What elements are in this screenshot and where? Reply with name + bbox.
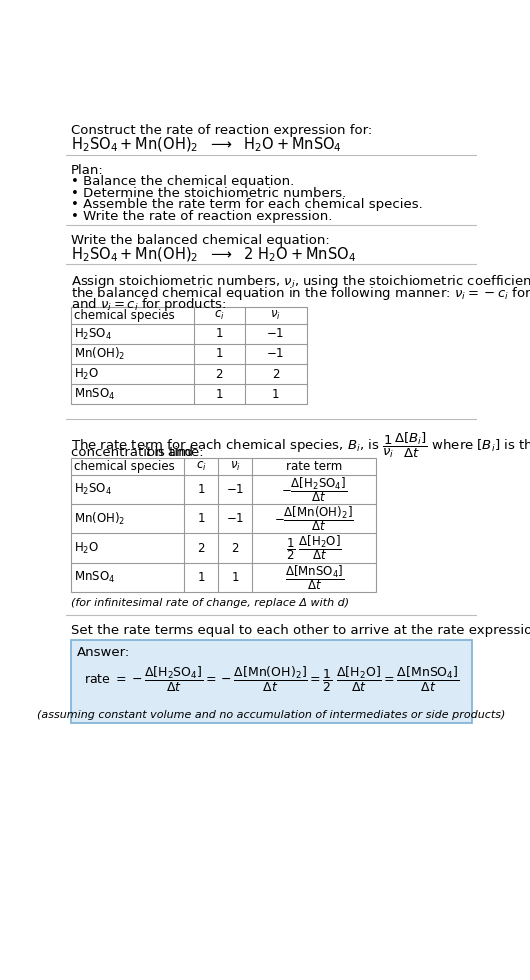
- Text: $t$: $t$: [145, 446, 152, 459]
- Text: • Assemble the rate term for each chemical species.: • Assemble the rate term for each chemic…: [71, 198, 422, 212]
- Text: $\mathrm{MnSO_4}$: $\mathrm{MnSO_4}$: [74, 386, 115, 402]
- Text: $\dfrac{1}{2}\ \dfrac{\Delta[\mathrm{H_2O}]}{\Delta t}$: $\dfrac{1}{2}\ \dfrac{\Delta[\mathrm{H_2…: [286, 534, 342, 563]
- Text: Answer:: Answer:: [77, 646, 130, 659]
- Text: • Write the rate of reaction expression.: • Write the rate of reaction expression.: [71, 210, 332, 223]
- Text: 1: 1: [197, 570, 205, 584]
- Text: The rate term for each chemical species, $B_i$, is $\dfrac{1}{\nu_i}\dfrac{\Delt: The rate term for each chemical species,…: [71, 430, 530, 460]
- Text: $\mathrm{H_2SO_4 + Mn(OH)_2\ \ \longrightarrow\ \ 2\ H_2O + MnSO_4}$: $\mathrm{H_2SO_4 + Mn(OH)_2\ \ \longrigh…: [71, 245, 356, 264]
- Text: $\mathrm{H_2SO_4 + Mn(OH)_2\ \ \longrightarrow\ \ H_2O + MnSO_4}$: $\mathrm{H_2SO_4 + Mn(OH)_2\ \ \longrigh…: [71, 136, 342, 155]
- Text: 2: 2: [197, 542, 205, 555]
- Text: $\nu_i$: $\nu_i$: [270, 309, 281, 322]
- Bar: [71, 640, 472, 723]
- Text: $-1$: $-1$: [267, 327, 285, 340]
- Text: 1: 1: [197, 483, 205, 496]
- Text: Plan:: Plan:: [71, 164, 104, 176]
- Text: concentration and: concentration and: [71, 446, 197, 459]
- Text: Write the balanced chemical equation:: Write the balanced chemical equation:: [71, 234, 330, 247]
- Text: Construct the rate of reaction expression for:: Construct the rate of reaction expressio…: [71, 123, 372, 137]
- Text: $\mathrm{H_2SO_4}$: $\mathrm{H_2SO_4}$: [74, 482, 112, 497]
- Text: $\mathrm{Mn(OH)_2}$: $\mathrm{Mn(OH)_2}$: [74, 511, 126, 527]
- Text: $-\dfrac{\Delta[\mathrm{Mn(OH)_2}]}{\Delta t}$: $-\dfrac{\Delta[\mathrm{Mn(OH)_2}]}{\Del…: [275, 505, 354, 533]
- Text: (assuming constant volume and no accumulation of intermediates or side products): (assuming constant volume and no accumul…: [38, 710, 506, 720]
- Text: rate $= -\dfrac{\Delta[\mathrm{H_2SO_4}]}{\Delta t}= -\dfrac{\Delta[\mathrm{Mn(O: rate $= -\dfrac{\Delta[\mathrm{H_2SO_4}]…: [84, 665, 460, 694]
- Text: 2: 2: [216, 368, 223, 380]
- Text: 2: 2: [232, 542, 239, 555]
- Text: 1: 1: [232, 570, 239, 584]
- Text: $-1$: $-1$: [226, 483, 244, 496]
- Bar: [71, 307, 306, 404]
- Text: (for infinitesimal rate of change, replace Δ with d): (for infinitesimal rate of change, repla…: [71, 598, 349, 608]
- Text: $\mathrm{Mn(OH)_2}$: $\mathrm{Mn(OH)_2}$: [74, 346, 126, 362]
- Text: $\mathrm{H_2O}$: $\mathrm{H_2O}$: [74, 367, 99, 381]
- Text: $-\dfrac{\Delta[\mathrm{H_2SO_4}]}{\Delta t}$: $-\dfrac{\Delta[\mathrm{H_2SO_4}]}{\Delt…: [281, 475, 347, 504]
- Text: $\nu_i$: $\nu_i$: [230, 460, 241, 473]
- Text: Assign stoichiometric numbers, $\nu_i$, using the stoichiometric coefficients, $: Assign stoichiometric numbers, $\nu_i$, …: [71, 273, 530, 290]
- Text: $\mathrm{H_2SO_4}$: $\mathrm{H_2SO_4}$: [74, 326, 112, 341]
- Text: 1: 1: [216, 387, 223, 401]
- Text: 2: 2: [272, 368, 279, 380]
- Text: 1: 1: [216, 348, 223, 361]
- Text: and $\nu_i = c_i$ for products:: and $\nu_i = c_i$ for products:: [71, 296, 226, 314]
- Text: $\mathrm{H_2O}$: $\mathrm{H_2O}$: [74, 541, 99, 556]
- Text: chemical species: chemical species: [74, 309, 175, 322]
- Text: $\mathrm{MnSO_4}$: $\mathrm{MnSO_4}$: [74, 569, 115, 585]
- Text: $\dfrac{\Delta[\mathrm{MnSO_4}]}{\Delta t}$: $\dfrac{\Delta[\mathrm{MnSO_4}]}{\Delta …: [285, 563, 344, 592]
- Text: is time:: is time:: [150, 446, 204, 459]
- Text: $-1$: $-1$: [267, 348, 285, 361]
- Text: chemical species: chemical species: [74, 460, 175, 473]
- Text: Set the rate terms equal to each other to arrive at the rate expression:: Set the rate terms equal to each other t…: [71, 624, 530, 637]
- Text: • Determine the stoichiometric numbers.: • Determine the stoichiometric numbers.: [71, 187, 346, 200]
- Text: the balanced chemical equation in the following manner: $\nu_i = -c_i$ for react: the balanced chemical equation in the fo…: [71, 284, 530, 302]
- Text: $c_i$: $c_i$: [214, 309, 225, 322]
- Text: 1: 1: [216, 327, 223, 340]
- Text: • Balance the chemical equation.: • Balance the chemical equation.: [71, 175, 294, 188]
- Text: rate term: rate term: [286, 460, 342, 473]
- Text: 1: 1: [272, 387, 279, 401]
- Text: 1: 1: [197, 513, 205, 525]
- Bar: [71, 458, 376, 592]
- Text: $-1$: $-1$: [226, 513, 244, 525]
- Text: $c_i$: $c_i$: [196, 460, 207, 473]
